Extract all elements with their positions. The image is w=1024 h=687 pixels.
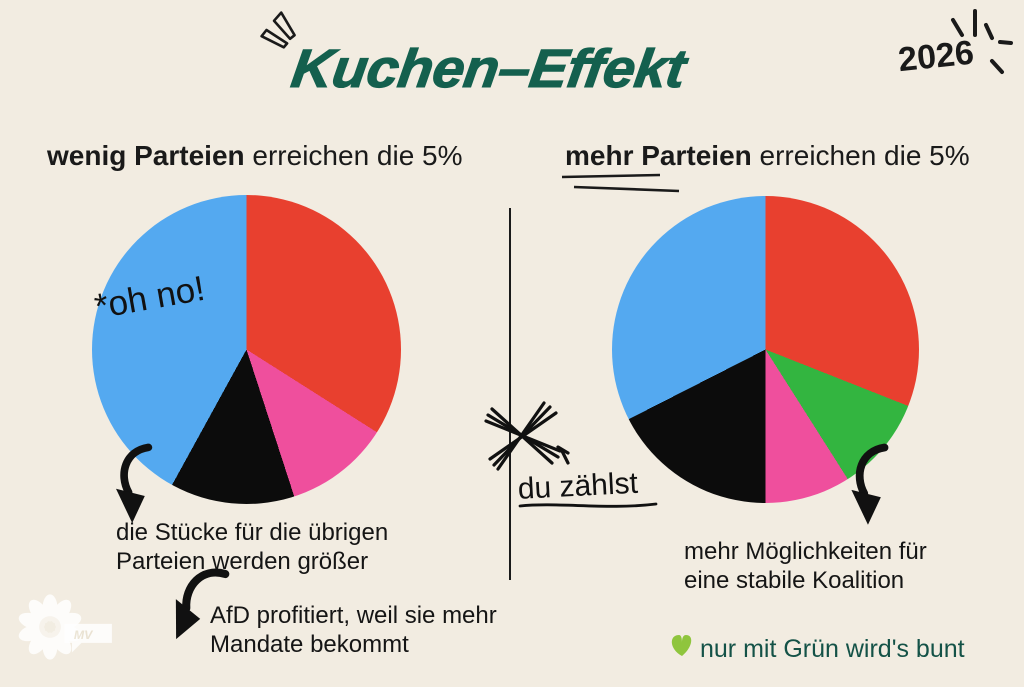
svg-text:nur mit Grün wird's bunt: nur mit Grün wird's bunt [700, 635, 965, 663]
svg-text:MV: MV [74, 628, 94, 642]
svg-text:*oh no!: *oh no! [94, 269, 208, 327]
svg-text:2026: 2026 [896, 34, 975, 80]
